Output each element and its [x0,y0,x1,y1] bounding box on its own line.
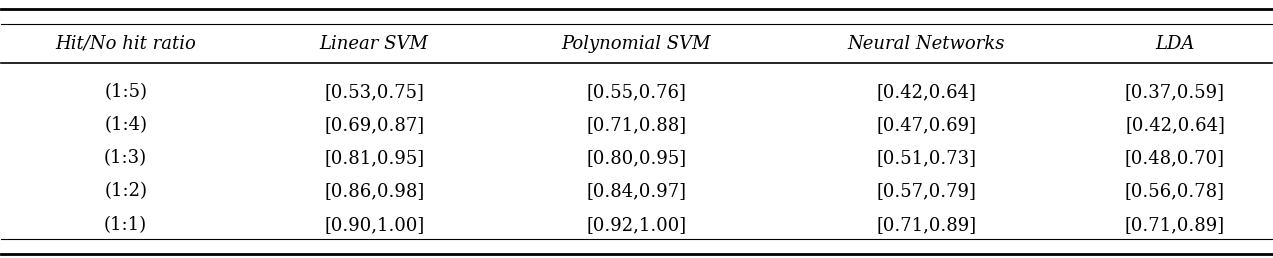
Text: [0.37,0.59]: [0.37,0.59] [1125,83,1225,101]
Text: Polynomial SVM: Polynomial SVM [561,35,712,52]
Text: Hit/No hit ratio: Hit/No hit ratio [55,35,196,52]
Text: (1:1): (1:1) [104,216,148,234]
Text: [0.56,0.78]: [0.56,0.78] [1125,182,1225,200]
Text: [0.53,0.75]: [0.53,0.75] [325,83,424,101]
Text: [0.71,0.89]: [0.71,0.89] [1125,216,1225,234]
Text: [0.55,0.76]: [0.55,0.76] [587,83,686,101]
Text: [0.84,0.97]: [0.84,0.97] [587,182,686,200]
Text: LDA: LDA [1156,35,1194,52]
Text: [0.42,0.64]: [0.42,0.64] [1125,116,1225,134]
Text: [0.48,0.70]: [0.48,0.70] [1125,149,1225,167]
Text: [0.69,0.87]: [0.69,0.87] [325,116,424,134]
Text: [0.71,0.88]: [0.71,0.88] [587,116,686,134]
Text: [0.92,1.00]: [0.92,1.00] [587,216,686,234]
Text: [0.81,0.95]: [0.81,0.95] [325,149,424,167]
Text: (1:4): (1:4) [104,116,148,134]
Text: Linear SVM: Linear SVM [320,35,429,52]
Text: [0.80,0.95]: [0.80,0.95] [587,149,686,167]
Text: (1:2): (1:2) [104,182,148,200]
Text: Neural Networks: Neural Networks [848,35,1006,52]
Text: [0.71,0.89]: [0.71,0.89] [876,216,976,234]
Text: (1:5): (1:5) [104,83,148,101]
Text: [0.57,0.79]: [0.57,0.79] [877,182,976,200]
Text: [0.42,0.64]: [0.42,0.64] [877,83,976,101]
Text: [0.90,1.00]: [0.90,1.00] [325,216,424,234]
Text: [0.51,0.73]: [0.51,0.73] [876,149,976,167]
Text: [0.47,0.69]: [0.47,0.69] [876,116,976,134]
Text: (1:3): (1:3) [104,149,148,167]
Text: [0.86,0.98]: [0.86,0.98] [325,182,424,200]
